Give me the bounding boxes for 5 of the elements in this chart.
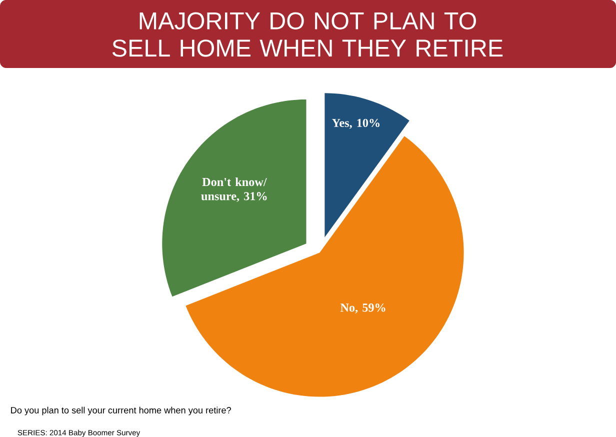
text: Do you plan to sell your current home when you retire?	[11, 406, 232, 416]
slice-label: Don't know/ unsure, 31%	[201, 178, 267, 202]
slice-label: Yes, 10%	[332, 118, 380, 129]
chart-title: MAJORITY DO NOT PLAN TO SELL HOME WHEN THEY RETIRE	[112, 12, 503, 57]
slice-label: No, 59%	[340, 304, 386, 314]
